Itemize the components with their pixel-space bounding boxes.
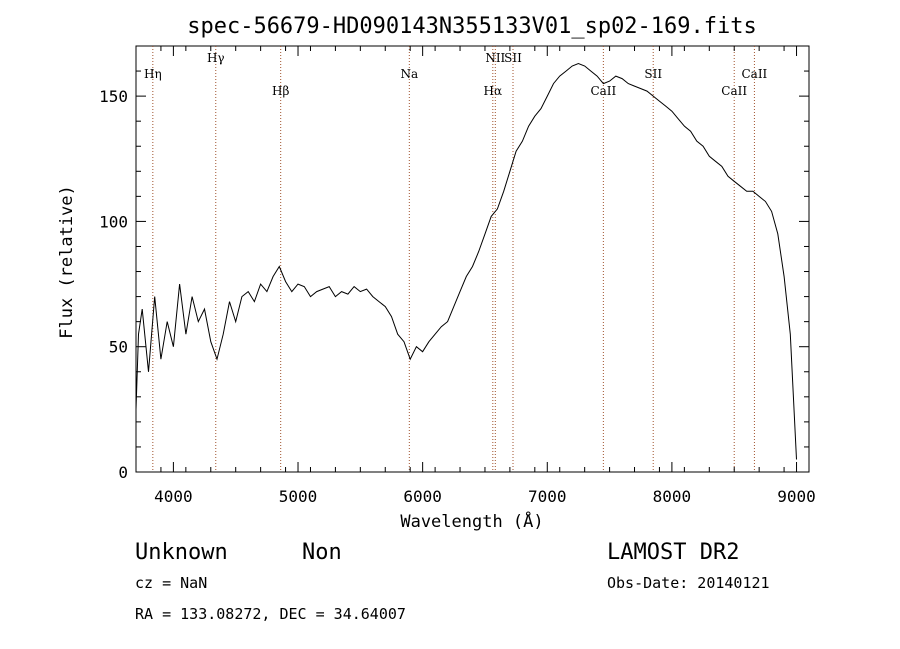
line-label-10: CaII [741,67,767,81]
chart-title: spec-56679-HD090143N355133V01_sp02-169.f… [187,14,757,39]
line-label-0: Hη [144,67,162,81]
line-label-4: Hα [484,84,503,98]
spectrum-series-line [135,62,797,460]
cz-value: cz = NaN [135,574,207,592]
y-axis-label: Flux (relative) [57,185,77,339]
plot-area [135,45,810,473]
y-tick-label-1: 50 [109,338,128,357]
line-label-7: CaII [590,84,616,98]
y-tick-label-0: 0 [118,463,128,482]
coordinates: RA = 133.08272, DEC = 34.64007 [135,605,406,623]
x-tick-label-2: 6000 [403,487,442,506]
x-tick-label-3: 7000 [528,487,567,506]
survey-name: LAMOST DR2 [607,540,739,565]
y-tick-label-2: 100 [99,212,128,231]
x-tick-label-5: 9000 [777,487,816,506]
line-label-3: Na [400,67,418,81]
object-name: Unknown [135,540,228,565]
line-label-9: CaII [721,84,747,98]
line-label-8: SII [644,67,662,81]
y-tick-label-3: 150 [99,87,128,106]
obs-date: Obs-Date: 20140121 [607,574,770,592]
object-class: Non [302,540,342,565]
line-label-6: SII [504,51,522,65]
line-label-2: Hβ [272,84,289,98]
line-label-1: Hγ [207,51,225,65]
axis-tick-labels: 4000 5000 6000 7000 8000 9000 0 50 100 150 [99,87,816,506]
x-tick-label-0: 4000 [154,487,193,506]
axis-ticks [135,45,810,473]
x-tick-label-1: 5000 [279,487,318,506]
x-tick-label-4: 8000 [653,487,692,506]
x-axis-label: Wavelength (Å) [400,510,543,532]
line-label-5: NII [485,51,505,65]
